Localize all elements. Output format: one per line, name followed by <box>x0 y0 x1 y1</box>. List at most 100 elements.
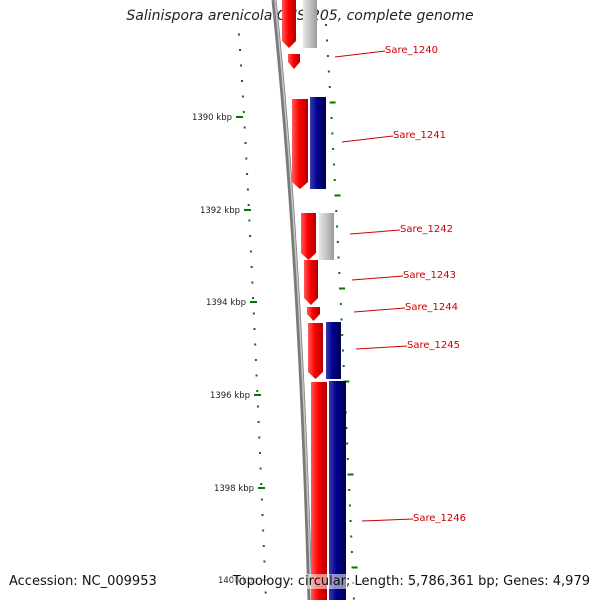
minor-tick <box>254 343 257 346</box>
outer-tick <box>341 349 344 352</box>
minor-tick <box>262 529 265 532</box>
minor-tick <box>240 80 243 82</box>
minor-tick <box>247 204 250 206</box>
outer-tick <box>331 132 334 135</box>
scale-label: 1396 kbp <box>210 391 250 401</box>
minor-tick <box>251 281 254 284</box>
outer-tick <box>325 39 328 42</box>
minor-tick <box>255 374 258 377</box>
outer-tick <box>347 473 354 476</box>
minor-tick <box>245 157 248 160</box>
map-title: Salinispora arenicola CNS-205, complete … <box>126 8 474 24</box>
outer-tick <box>336 225 339 228</box>
outer-tick <box>338 272 341 274</box>
outer-tick <box>329 101 336 104</box>
label-leader <box>355 345 408 350</box>
minor-tick <box>263 560 266 563</box>
forward-gene[interactable] <box>304 260 318 305</box>
outer-tick <box>350 551 353 553</box>
outer-tick <box>348 489 351 491</box>
minor-tick <box>250 266 253 268</box>
minor-tick <box>241 95 244 98</box>
minor-tick <box>262 545 265 547</box>
accession: Accession: NC_009953 <box>9 574 157 589</box>
label-leader <box>361 518 414 522</box>
minor-tick <box>264 591 267 594</box>
gene-label[interactable]: Sare_1245 <box>407 340 460 351</box>
minor-tick <box>260 498 263 501</box>
label-leader <box>349 229 401 235</box>
minor-tick <box>260 483 263 485</box>
minor-tick <box>254 359 257 361</box>
outer-tick <box>349 520 352 522</box>
minor-tick <box>256 390 259 392</box>
outer-tick <box>336 241 339 243</box>
other-feature[interactable] <box>319 213 334 260</box>
major-tick <box>258 487 265 489</box>
outer-tick <box>352 597 355 600</box>
minor-tick <box>259 467 262 470</box>
forward-gene[interactable] <box>311 382 327 600</box>
scale-label: 1392 kbp <box>200 206 240 216</box>
forward-gene[interactable] <box>288 54 300 69</box>
major-tick <box>254 394 261 396</box>
outer-tick <box>340 318 343 321</box>
outer-tick <box>337 256 340 259</box>
minor-tick <box>258 452 261 454</box>
forward-gene[interactable] <box>292 99 308 189</box>
outer-tick <box>341 334 344 336</box>
outer-tick <box>351 566 358 569</box>
label-leader <box>353 307 406 313</box>
kbp-ticks: 1390 kbp 1392 kbp 1394 kbp 1396 kbp 1398 kbp… <box>192 18 269 594</box>
outer-tick <box>348 504 351 507</box>
other-feature[interactable] <box>303 0 317 48</box>
outer-tick <box>334 194 341 197</box>
gene-label[interactable]: Sare_1242 <box>400 224 453 235</box>
scale-label: 1394 kbp <box>206 298 246 308</box>
outer-tick <box>326 55 329 57</box>
outer-tick <box>339 303 342 305</box>
outer-tick <box>327 70 330 73</box>
forward-gene[interactable] <box>307 307 320 321</box>
gene-label[interactable]: Sare_1240 <box>385 45 438 56</box>
gene-label[interactable]: Sare_1243 <box>403 270 456 281</box>
backbone-inner <box>274 0 312 600</box>
gene-label[interactable]: Sare_1246 <box>413 513 466 524</box>
gene-labels: Sare_1240 Sare_1241 Sare_1242 Sare_1243 Sare… <box>334 45 466 524</box>
outer-tick <box>346 458 349 460</box>
label-leader <box>341 135 394 143</box>
outer-tick <box>345 427 348 429</box>
outer-tick <box>350 535 353 538</box>
outer-tick <box>346 442 349 445</box>
reverse-gene[interactable] <box>329 381 346 600</box>
label-leader <box>351 275 404 281</box>
outer-tick <box>339 287 346 290</box>
minor-tick <box>252 312 255 315</box>
minor-tick <box>249 250 252 253</box>
gene-label[interactable]: Sare_1244 <box>405 302 458 313</box>
reverse-gene[interactable] <box>326 322 341 379</box>
outer-tick <box>332 148 335 150</box>
forward-gene[interactable] <box>301 213 316 260</box>
outer-tick <box>332 163 335 166</box>
minor-tick <box>237 33 240 36</box>
outer-tick <box>330 117 333 119</box>
minor-tick <box>252 297 255 299</box>
outer-tick <box>335 210 338 212</box>
forward-gene[interactable] <box>282 0 296 48</box>
forward-gene[interactable] <box>308 323 323 379</box>
gene-label[interactable]: Sare_1241 <box>393 130 446 141</box>
backbone-outer <box>271 0 313 600</box>
outer-tick <box>342 365 345 367</box>
reverse-gene[interactable] <box>310 97 326 189</box>
genome-summary: Topology: circular; Length: 5,786,361 bp… <box>232 574 590 589</box>
outer-tick <box>324 24 327 26</box>
minor-tick <box>248 219 251 222</box>
minor-tick <box>249 235 252 237</box>
minor-tick <box>261 514 264 516</box>
major-tick <box>250 301 257 303</box>
minor-tick <box>240 64 243 67</box>
major-tick <box>236 116 243 118</box>
scale-label: 1390 kbp <box>192 113 232 123</box>
